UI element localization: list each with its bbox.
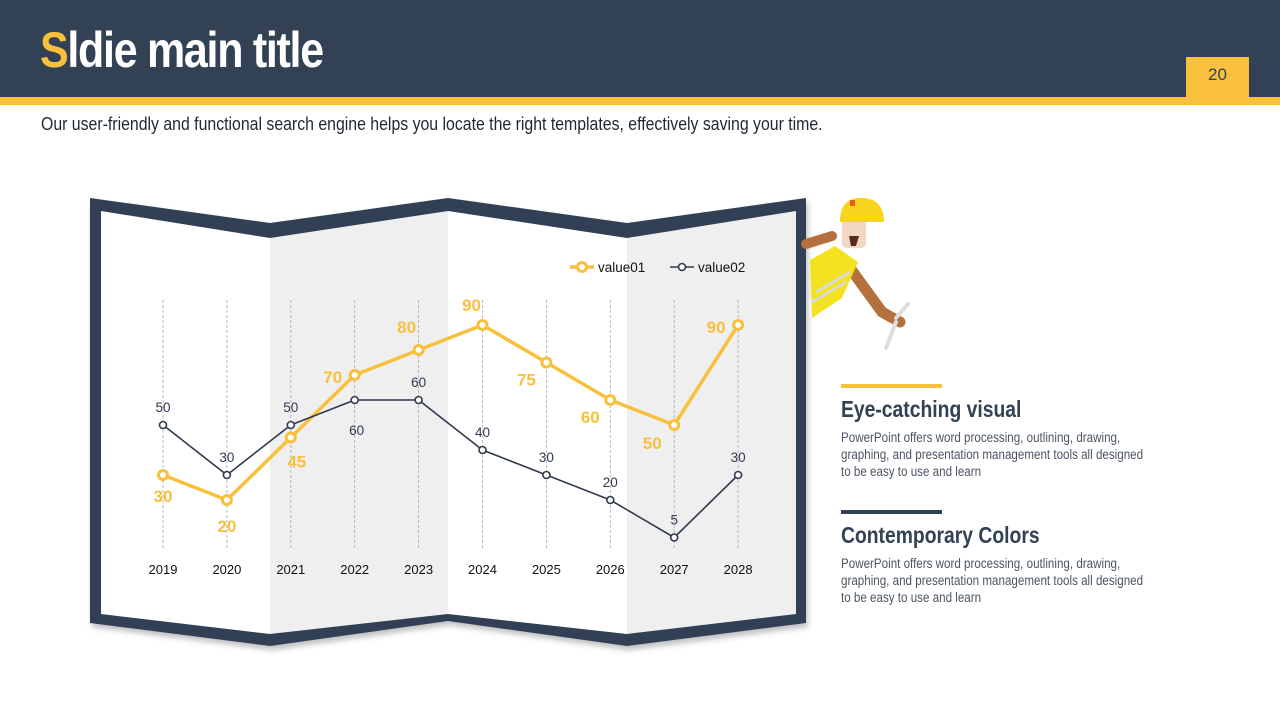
data-point-value02 bbox=[733, 470, 743, 480]
data-label-value01: 70 bbox=[323, 368, 342, 387]
data-label-value02: 30 bbox=[219, 450, 234, 465]
x-tick-label: 2027 bbox=[660, 562, 689, 577]
data-point-value01 bbox=[540, 356, 553, 369]
data-point-value01 bbox=[220, 494, 233, 506]
data-label-value01: 20 bbox=[217, 517, 236, 536]
data-point-value02 bbox=[605, 495, 615, 505]
chart-series: 30 20 45 70 80 90 75 60 50 90 50 30 50 60 60 40 30 20 5 30 bbox=[154, 296, 746, 542]
series-line-value01 bbox=[162, 323, 740, 502]
data-point-value01 bbox=[157, 469, 169, 481]
data-point-value02 bbox=[350, 395, 360, 405]
data-label-value02: 50 bbox=[283, 400, 298, 415]
data-label-value02: 50 bbox=[155, 400, 170, 415]
data-point-value01 bbox=[668, 419, 681, 431]
section-text: PowerPoint offers word processing, outli… bbox=[841, 556, 1144, 605]
data-label-value02: 30 bbox=[731, 450, 746, 465]
data-point-value01 bbox=[604, 394, 617, 406]
data-point-value02 bbox=[669, 533, 679, 542]
data-label-value02: 60 bbox=[349, 423, 364, 438]
data-point-value01 bbox=[348, 369, 361, 381]
data-point-value01 bbox=[476, 319, 489, 331]
data-label-value02: 60 bbox=[411, 375, 426, 390]
map-panel-3 bbox=[448, 211, 627, 634]
data-label-value01: 30 bbox=[154, 487, 173, 506]
data-label-value01: 75 bbox=[517, 371, 536, 390]
data-point-value02 bbox=[414, 395, 423, 405]
data-label-value01: 90 bbox=[707, 318, 726, 337]
data-point-value01 bbox=[284, 431, 297, 444]
legend-label: value02 bbox=[698, 260, 745, 275]
folded-map-illustration bbox=[90, 198, 806, 646]
data-label-value01: 60 bbox=[581, 408, 600, 427]
x-tick-label: 2022 bbox=[340, 562, 369, 577]
series-line-value02 bbox=[162, 399, 739, 539]
data-label-value01: 45 bbox=[287, 453, 306, 472]
x-tick-label: 2024 bbox=[468, 562, 497, 577]
data-point-value01 bbox=[732, 319, 745, 331]
data-point-value02 bbox=[222, 470, 232, 480]
header-bar bbox=[0, 0, 1280, 97]
section-title: Eye-catching visual bbox=[841, 396, 1022, 422]
x-tick-label: 2019 bbox=[149, 562, 178, 577]
data-label-value02: 5 bbox=[670, 513, 678, 528]
data-point-value02 bbox=[158, 420, 168, 430]
data-label-value01: 90 bbox=[462, 296, 481, 315]
section-accent-bar bbox=[841, 384, 942, 388]
data-point-value02 bbox=[478, 445, 487, 455]
section-title: Contemporary Colors bbox=[841, 522, 1040, 548]
slide-subtitle: Our user-friendly and functional search … bbox=[41, 114, 823, 134]
slide-title-first-letter: S bbox=[40, 22, 69, 78]
map-panel-1 bbox=[101, 211, 270, 634]
legend-swatch-marker bbox=[677, 262, 687, 272]
data-label-value02: 40 bbox=[475, 425, 490, 440]
construction-worker-illustration bbox=[801, 197, 910, 350]
chart-x-axis-labels: 2019 2020 2021 2022 2023 2024 2025 2026 2027 2028 bbox=[149, 562, 753, 577]
data-label-value02: 30 bbox=[539, 450, 554, 465]
data-point-value02 bbox=[286, 420, 296, 430]
section-accent-bar bbox=[841, 510, 942, 514]
map-panel-2 bbox=[270, 211, 448, 634]
data-label-value01: 80 bbox=[397, 318, 416, 337]
section-text: PowerPoint offers word processing, outli… bbox=[841, 430, 1144, 479]
data-point-value02 bbox=[542, 470, 551, 480]
legend-swatch-marker bbox=[576, 261, 588, 273]
data-label-value01: 50 bbox=[643, 434, 662, 453]
section-eye-catching: Eye-catching visual PowerPoint offers wo… bbox=[841, 384, 1161, 480]
page-number-badge: 20 bbox=[1186, 57, 1249, 97]
map-panel-4 bbox=[627, 211, 796, 634]
header-accent-stripe bbox=[0, 97, 1280, 105]
x-tick-label: 2023 bbox=[404, 562, 433, 577]
section-contemporary-colors: Contemporary Colors PowerPoint offers wo… bbox=[841, 510, 1161, 606]
slide-title: Sldie main title bbox=[40, 18, 324, 82]
x-tick-label: 2025 bbox=[532, 562, 561, 577]
legend-label: value01 bbox=[598, 260, 645, 275]
chart-legend: value01 value02 bbox=[570, 260, 745, 275]
x-tick-label: 2026 bbox=[596, 562, 625, 577]
x-tick-label: 2021 bbox=[276, 562, 305, 577]
data-point-value01 bbox=[412, 344, 425, 356]
slide-title-rest: ldie main title bbox=[67, 22, 324, 78]
x-tick-label: 2028 bbox=[724, 562, 753, 577]
data-label-value02: 20 bbox=[603, 475, 618, 490]
x-tick-label: 2020 bbox=[212, 562, 241, 577]
